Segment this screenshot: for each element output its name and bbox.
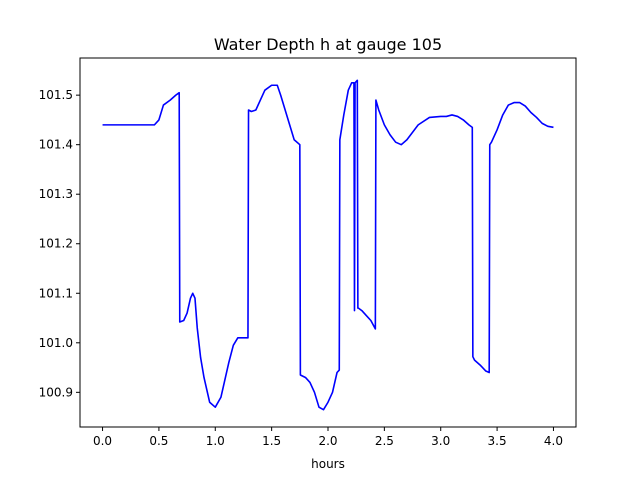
y-tick-label: 101.3	[39, 187, 73, 201]
y-tick-label: 101.5	[39, 88, 73, 102]
x-tick-label: 3.5	[488, 434, 507, 448]
x-tick-label: 0.0	[93, 434, 112, 448]
y-tick-label: 100.9	[39, 385, 73, 399]
x-axis-label: hours	[311, 457, 345, 471]
plot-frame	[79, 57, 577, 428]
x-tick-label: 1.0	[206, 434, 225, 448]
y-axis: 100.9 101.0 101.1 101.2 101.3 101.4 101.5	[39, 88, 80, 399]
chart-title: Water Depth h at gauge 105	[214, 35, 442, 54]
y-tick-label: 101.1	[39, 286, 73, 300]
y-tick-label: 101.2	[39, 237, 73, 251]
y-tick-label: 101.0	[39, 336, 73, 350]
x-tick-label: 4.0	[544, 434, 563, 448]
x-tick-label: 0.5	[149, 434, 168, 448]
x-axis: 0.0 0.5 1.0 1.5 2.0 2.5 3.0 3.5 4.0	[93, 427, 563, 448]
series-line	[102, 79, 554, 411]
x-tick-label: 2.5	[375, 434, 394, 448]
y-tick-label: 101.4	[39, 138, 73, 152]
x-tick-label: 2.0	[318, 434, 337, 448]
x-tick-label: 1.5	[262, 434, 281, 448]
x-tick-label: 3.0	[431, 434, 450, 448]
